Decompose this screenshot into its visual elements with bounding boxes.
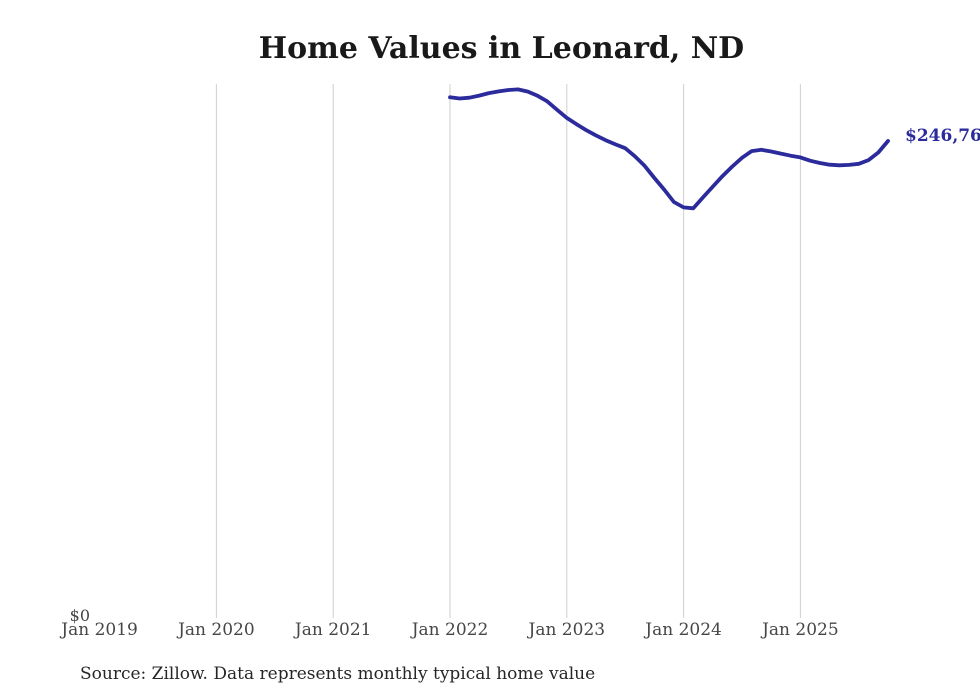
x-tick-label-2025: Jan 2025	[762, 620, 839, 640]
y-axis-zero-label: $0	[69, 606, 90, 625]
home-value-line	[448, 87, 890, 211]
x-tick-label-2024: Jan 2024	[645, 620, 722, 640]
x-tick-label-2022: Jan 2022	[411, 620, 489, 640]
x-tick-label-2020: Jan 2020	[178, 620, 255, 640]
source-note: Source: Zillow. Data represents monthly …	[80, 664, 596, 684]
x-tick-label-2019: Jan 2019	[61, 620, 138, 640]
x-tick-label-2021: Jan 2021	[294, 620, 372, 640]
x-tick-label-2023: Jan 2023	[528, 620, 606, 640]
chart-title: Home Values in Leonard, ND	[258, 31, 745, 66]
gridlines	[215, 84, 801, 618]
latest-value-label: $246,762	[905, 126, 980, 146]
